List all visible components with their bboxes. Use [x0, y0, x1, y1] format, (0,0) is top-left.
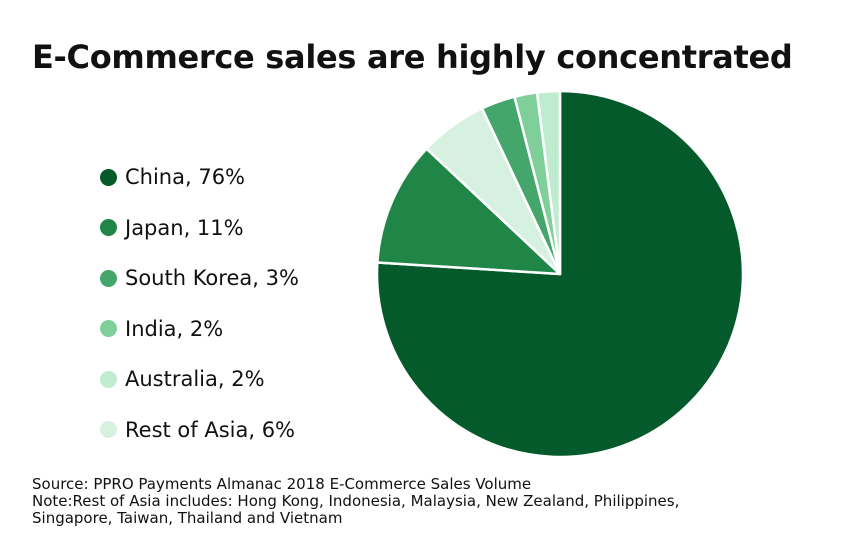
legend-swatch: [100, 219, 117, 237]
note-line-1: Note:Rest of Asia includes: Hong Kong, I…: [32, 492, 680, 510]
legend: China, 76% Japan, 11% South Korea, 3% In…: [100, 152, 299, 455]
legend-item-australia: Australia, 2%: [100, 354, 299, 405]
legend-label: Rest of Asia, 6%: [125, 417, 296, 442]
footnote: Source: PPRO Payments Almanac 2018 E-Com…: [32, 476, 679, 527]
legend-label: Australia, 2%: [125, 367, 265, 392]
source-note: Source: PPRO Payments Almanac 2018 E-Com…: [32, 475, 532, 493]
legend-swatch: [100, 421, 117, 439]
legend-item-south-korea: South Korea, 3%: [100, 253, 299, 304]
legend-swatch: [100, 269, 117, 287]
legend-label: India, 2%: [125, 316, 224, 341]
legend-swatch: [100, 168, 117, 186]
legend-item-china: China, 76%: [100, 152, 299, 203]
pie-slice-australia: [535, 89, 562, 276]
legend-label: China, 76%: [125, 165, 246, 190]
legend-item-rest-of-asia: Rest of Asia, 6%: [100, 405, 299, 456]
pie-slice-china: [375, 89, 745, 459]
legend-item-japan: Japan, 11%: [100, 203, 299, 254]
note-line-2: Singapore, Taiwan, Thailand and Vietnam: [32, 509, 343, 527]
pie-chart: [375, 89, 745, 459]
legend-item-india: India, 2%: [100, 304, 299, 355]
chart-title: E-Commerce sales are highly concentrated: [32, 38, 793, 76]
legend-label: Japan, 11%: [125, 215, 244, 240]
legend-label: South Korea, 3%: [125, 266, 299, 291]
legend-swatch: [100, 320, 117, 338]
pie-slice-japan: [376, 147, 562, 276]
legend-swatch: [100, 370, 117, 388]
